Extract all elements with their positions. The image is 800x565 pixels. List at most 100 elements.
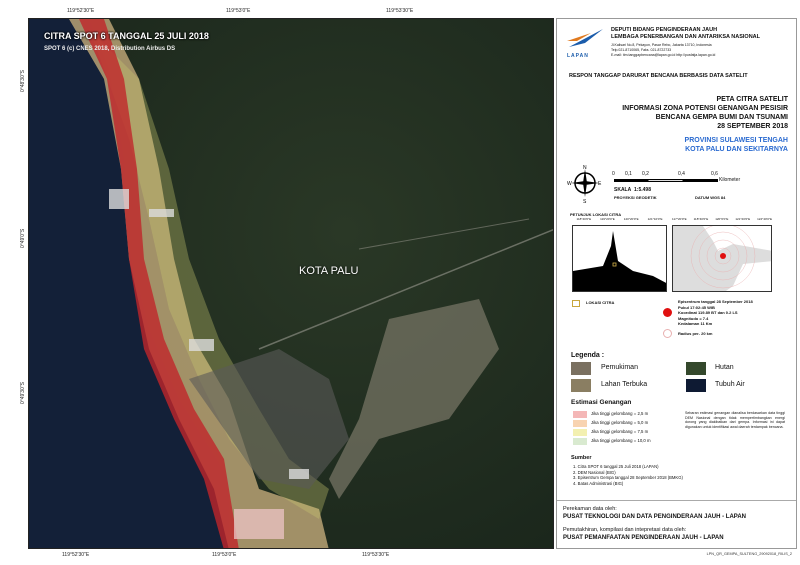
compass-n: N: [583, 165, 587, 171]
scale-tick: 0,6: [711, 171, 718, 177]
org-name-full: LEMBAGA PENERBANGAN DAN ANTARIKSA NASION…: [611, 34, 761, 40]
org-name: DEPUTI BIDANG PENGINDERAAN JAUH: [611, 27, 718, 33]
estimasi-label: Jika tinggi gelombang = 5,0 m: [591, 420, 649, 425]
region-line: KOTA PALU DAN SEKITARNYA: [685, 146, 788, 153]
scale-label: SKALA: [614, 187, 632, 193]
processing-org: PUSAT PEMANFAATAN PENGINDERAAN JAUH - LA…: [563, 535, 724, 541]
compass-w: W: [567, 181, 572, 187]
swatch-tubuh-air: [686, 379, 706, 392]
scale-value: 1:5.498: [634, 187, 651, 193]
epicenter-icon: [663, 308, 672, 317]
sumber-item: 4. Batas Administrasi (BIG): [573, 480, 624, 486]
epicenter-info: Episentrum tanggal 28 September 2018 Puk…: [678, 299, 753, 327]
region-line: PROVINSI SULAWESI TENGAH: [684, 137, 788, 144]
address: Jl.Kalisari No.8, Pekayon, Pasar Rebo, J…: [611, 43, 712, 47]
scale-tick: 0: [612, 171, 615, 177]
title-line: BENCANA GEMPA BUMI DAN TSUNAMI: [655, 114, 788, 121]
epicenter-marker: [720, 253, 726, 259]
epi-line: Pukul 17:02:45 WIB: [678, 304, 715, 310]
lokasi-citra-label: LOKASI CITRA: [586, 300, 615, 305]
inset-tick: 121°10'0"E: [647, 217, 663, 221]
swatch-pemukiman: [571, 362, 591, 375]
scale-tick: 0,1: [625, 171, 632, 177]
inset-map-epicenter: [672, 225, 772, 292]
estimasi-note: Sebaran estimasi genangan dianalisa berd…: [685, 411, 785, 429]
epi-line: Episentrum tanggal 28 September 2018: [678, 299, 753, 304]
processing-label: Pemutakhiran, kompilasi dan intepretasi …: [563, 527, 687, 533]
inset1-ticks: 118°40'0"E 119°20'0"E 120°20'0"E 121°10'0"E: [572, 217, 667, 221]
scale-ticks: 0 0,1 0,2 0,4 0,6: [612, 171, 722, 179]
swatch-10m: [573, 438, 587, 445]
title-line: INFORMASI ZONA POTENSI GENANGAN PESISIR: [622, 105, 788, 112]
epi-line: Kedalaman 11 Km: [678, 321, 713, 326]
scale-bar: [614, 179, 718, 182]
map-credit: SPOT 6 (c) CNES 2018, Distribution Airbu…: [44, 46, 176, 52]
top-tick: 119°52'30"E: [67, 8, 95, 14]
inset-tick: 120°20'0"E: [623, 217, 639, 221]
inset2-ticks: 117°20'0"E 118°40'0"E 120°0'0"E 121°20'0"E 1…: [672, 217, 772, 221]
email: E-mail: tim.tanggapbencana@lapan.go.id h…: [611, 53, 716, 57]
radius-icon: [663, 329, 672, 338]
inset-tick: 117°20'0"E: [672, 217, 687, 221]
left-tick: 0°49'30"S: [20, 382, 26, 404]
estimasi-label: Jika tinggi gelombang = 10,0 m: [591, 438, 651, 443]
sumber-item: 1. Citra SPOT 6 tanggal 25 Juli 2018 (LA…: [573, 464, 659, 469]
compass-e: E: [598, 181, 602, 187]
inset-tick: 120°0'0"E: [715, 217, 729, 221]
title-line: PETA CITRA SATELIT: [716, 96, 788, 103]
sumber-list: 1. Citra SPOT 6 tanggal 25 Juli 2018 (LA…: [573, 464, 683, 486]
lapan-logo-icon: [567, 29, 603, 47]
swatch-hutan: [686, 362, 706, 375]
legend-label: Lahan Terbuka: [601, 381, 648, 388]
inset-tick: 118°40'0"E: [576, 217, 592, 221]
left-tick: 0°48'30"S: [20, 70, 26, 92]
title-line: 28 SEPTEMBER 2018: [717, 123, 788, 130]
location-title: PETUNJUK LOKASI CITRA: [570, 212, 622, 217]
estimasi-label: Jika tinggi gelombang = 7,5 m: [591, 429, 649, 434]
bottom-tick: 119°53'30"E: [362, 552, 390, 558]
response-heading: RESPON TANGGAP DARURAT BENCANA BERBASIS …: [569, 73, 748, 79]
left-tick: 0°49'0"S: [20, 228, 26, 248]
top-tick: 119°53'0"E: [226, 8, 251, 14]
datum: DATUM WGS 84: [695, 195, 726, 200]
bottom-tick: 119°53'0"E: [212, 552, 237, 558]
epi-line: Magnitudo = 7.4: [678, 315, 709, 321]
estimasi-title: Estimasi Genangan: [571, 399, 632, 406]
phone: Telp.021-8710065, Faks. 021-8722733: [611, 48, 672, 52]
divider: [557, 500, 796, 501]
radius-label: Radius per- 20 km: [678, 331, 713, 336]
inset-tick: 121°20'0"E: [735, 217, 751, 221]
swatch-5m: [573, 420, 587, 427]
scale-tick: 0,4: [678, 171, 685, 177]
inset-tick: 122°40'0"E: [757, 217, 772, 221]
lokasi-citra-swatch: [572, 300, 580, 307]
legend-label: Tubuh Air: [715, 381, 745, 388]
recording-org: PUSAT TEKNOLOGI DAN DATA PENGINDERAAN JA…: [563, 514, 746, 520]
logo-text: LAPAN: [567, 53, 589, 59]
inset-tick: 118°40'0"E: [693, 217, 709, 221]
place-label: KOTA PALU: [299, 265, 359, 277]
scale-tick: 0,2: [642, 171, 649, 177]
map-title: CITRA SPOT 6 TANGGAL 25 JULI 2018: [44, 31, 209, 41]
legend-title: Legenda :: [571, 352, 605, 359]
legend-panel: LAPAN DEPUTI BIDANG PENGINDERAAN JAUH LE…: [556, 18, 797, 549]
compass-s: S: [583, 199, 587, 203]
map-title-block: PETA CITRA SATELIT INFORMASI ZONA POTENS…: [622, 95, 788, 154]
swatch-7-5m: [573, 429, 587, 436]
sumber-item: 3. Episentrum Gempa tanggal 28 September…: [573, 475, 683, 480]
projection: PROYEKSI GEODETIK: [614, 195, 657, 200]
epi-line: Koordinat 119.89 BT dan 0.2 LS: [678, 310, 738, 315]
satellite-map[interactable]: CITRA SPOT 6 TANGGAL 25 JULI 2018 SPOT 6…: [28, 18, 554, 549]
compass-rose-icon: N S W E: [567, 165, 602, 203]
legend-label: Hutan: [715, 364, 734, 371]
sumber-item: 2. DEM Nasional (BIG): [573, 469, 616, 475]
sumber-title: Sumber: [571, 455, 592, 461]
document-id: LPN_QR_GEMPA_SULTENG_29092018_RILIS_2: [706, 552, 792, 556]
bottom-tick: 119°52'30"E: [62, 552, 90, 558]
scale-unit: Kilometer: [719, 177, 741, 183]
inset-map-regional: [572, 225, 667, 292]
swatch-lahan-terbuka: [571, 379, 591, 392]
recording-label: Perekaman data oleh:: [563, 506, 617, 512]
estimasi-label: Jika tinggi gelombang = 2,5 m: [591, 411, 649, 416]
satellite-imagery: [29, 19, 553, 548]
